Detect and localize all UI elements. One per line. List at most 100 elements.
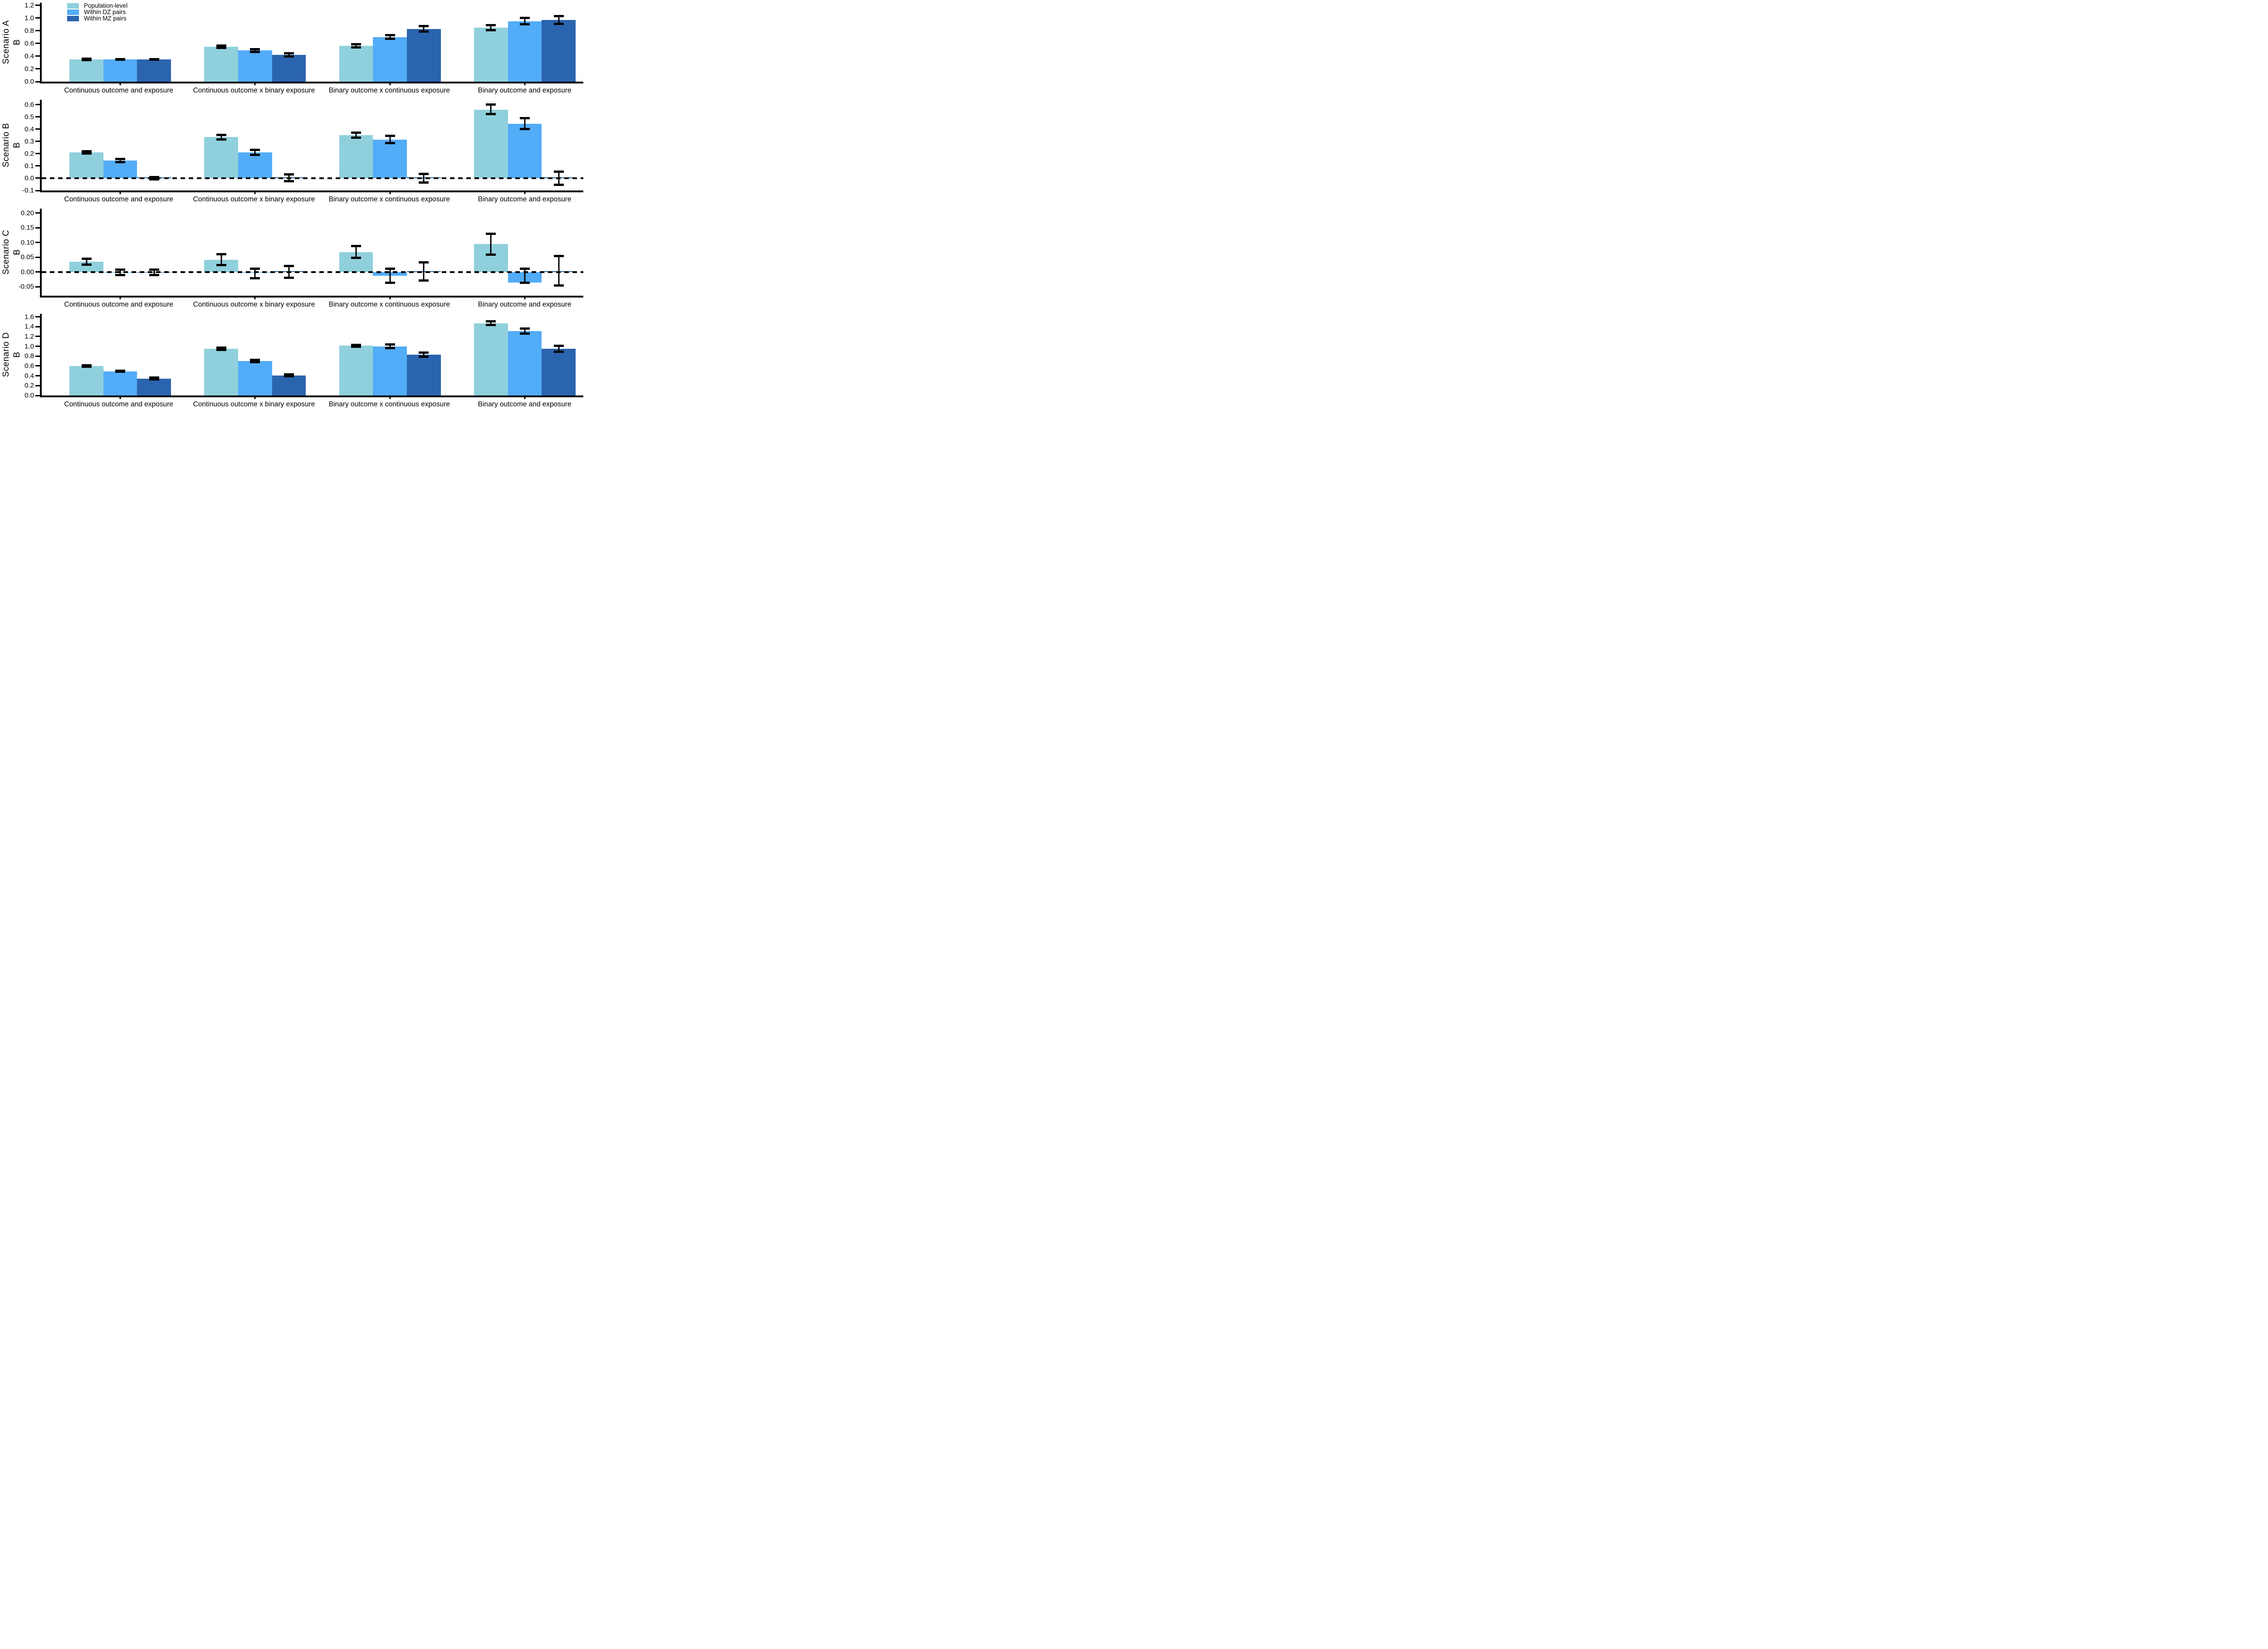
category-label: Continuous outcome x binary exposure: [193, 400, 315, 408]
bar-within-dz-pairs: [373, 37, 407, 82]
y-tick-label: 0.6: [24, 39, 34, 48]
x-tick-mark: [119, 296, 121, 299]
bar-within-mz-pairs: [272, 375, 306, 395]
y-tick-label: 0.4: [24, 125, 34, 133]
error-bar-cap-bottom: [520, 281, 530, 284]
error-bar-cap-top: [385, 268, 395, 270]
bar-population-level: [204, 348, 239, 395]
bar-within-dz-pairs: [373, 346, 407, 395]
figure: Scenario A B 0.0 0.2 0.4 0.6 0.8 1.0 1.2 Populati…: [0, 0, 587, 413]
y-tick-mark: [35, 385, 40, 386]
error-bar-cap-bottom: [419, 355, 429, 358]
error-bar-cap-top: [351, 245, 362, 248]
error-bar-line: [558, 16, 560, 24]
y-tick-mark: [35, 355, 40, 357]
error-bar-cap-top: [284, 264, 294, 267]
y-axis-ticks: -0.05 0.00 0.05 0.10 0.15 0.20: [19, 209, 40, 296]
error-bar-cap-top: [553, 15, 564, 17]
plot-area: Population-level Within DZ pairs Within MZ…: [40, 3, 583, 85]
error-bar-cap-bottom: [81, 152, 92, 155]
error-bar-cap-bottom: [520, 128, 530, 131]
error-bar-cap-top: [81, 258, 92, 260]
y-tick-label: 0.10: [20, 239, 34, 247]
y-tick-label: 0.2: [24, 381, 34, 390]
category-label: Binary outcome and exposure: [478, 195, 572, 203]
y-tick-label: 1.4: [24, 322, 34, 331]
category-label: Continuous outcome and exposure: [64, 301, 173, 308]
error-bar-cap-bottom: [216, 348, 226, 351]
y-tick-label: 0.3: [24, 137, 34, 146]
y-tick-label: 1.0: [24, 14, 34, 22]
y-tick-mark: [35, 256, 40, 258]
error-bar-line: [153, 269, 155, 275]
error-bar-line: [254, 150, 256, 155]
y-tick-mark: [35, 190, 40, 191]
x-tick-mark: [389, 82, 391, 85]
error-bar-line: [490, 104, 492, 114]
error-bar-cap-top: [284, 173, 294, 176]
bar-population-level: [339, 46, 373, 82]
error-bar-cap-bottom: [149, 178, 159, 181]
error-bar-cap-top: [486, 103, 496, 106]
y-tick-mark: [35, 5, 40, 6]
error-bar-cap-bottom: [486, 254, 496, 256]
error-bar-cap-top: [553, 254, 564, 257]
error-bar-line: [288, 174, 290, 181]
y-tick-label: 0.2: [24, 150, 34, 158]
error-bar-cap-bottom: [351, 137, 362, 139]
error-bar-cap-bottom: [419, 30, 429, 33]
error-bar-cap-bottom: [385, 281, 395, 284]
y-tick-mark: [35, 43, 40, 44]
x-tick-mark: [119, 82, 121, 85]
bar-within-dz-pairs: [508, 21, 542, 82]
error-bar-line: [355, 132, 357, 138]
zero-reference-line: [42, 177, 583, 179]
bar-within-dz-pairs: [103, 160, 137, 178]
y-tick-mark: [35, 316, 40, 317]
error-bar-cap-bottom: [149, 273, 159, 276]
category-label: Binary outcome x continuous exposure: [328, 400, 450, 408]
bar-within-dz-pairs: [103, 59, 137, 82]
error-bar-cap-top: [351, 132, 362, 134]
y-tick-mark: [35, 346, 40, 347]
bar-population-level: [69, 262, 103, 272]
error-bar-cap-top: [419, 261, 429, 263]
error-bar-cap-top: [385, 135, 395, 137]
error-bar-cap-top: [351, 343, 362, 346]
bar-within-mz-pairs: [542, 20, 576, 82]
error-bar-line: [119, 269, 121, 275]
bar-population-level: [204, 137, 239, 178]
error-bar-cap-top: [216, 44, 226, 47]
error-bar-cap-top: [486, 232, 496, 235]
bar-within-dz-pairs: [103, 371, 137, 395]
y-axis-label-column: B: [12, 3, 22, 82]
y-tick-mark: [35, 177, 40, 179]
error-bar-cap-bottom: [115, 161, 126, 163]
error-bar-cap-top: [250, 149, 260, 151]
y-tick-label: 0.00: [20, 268, 34, 276]
error-bar-cap-bottom: [486, 112, 496, 115]
error-bar-cap-bottom: [351, 256, 362, 259]
error-bar-cap-bottom: [216, 47, 226, 49]
error-bar-cap-bottom: [149, 59, 159, 61]
bar-population-level: [339, 135, 373, 178]
y-axis-label-column: B: [12, 314, 22, 395]
panel-scenario-b: Scenario B B -0.1 0.0 0.1 0.2 0.3 0.4 0.5 0.6: [0, 100, 587, 194]
error-bar-cap-bottom: [520, 23, 530, 26]
error-bar-cap-bottom: [284, 276, 294, 279]
legend: Population-level Within DZ pairs Within MZ…: [67, 3, 127, 22]
error-bar-line: [86, 259, 87, 264]
plot-area: [40, 100, 583, 194]
y-tick-label: 0.6: [24, 101, 34, 109]
y-axis-label: B: [12, 142, 22, 148]
panel-title: Scenario A: [1, 20, 11, 64]
category-axis: Continuous outcome and exposure Continuou…: [40, 83, 583, 99]
error-bar-line: [220, 254, 222, 265]
error-bar-cap-top: [385, 34, 395, 37]
error-bar-cap-bottom: [284, 375, 294, 378]
y-tick-label: 0.8: [24, 27, 34, 35]
y-tick-label: 0.05: [20, 253, 34, 261]
category-label: Continuous outcome and exposure: [64, 400, 173, 408]
bar-within-mz-pairs: [137, 378, 171, 395]
error-bar-cap-bottom: [385, 38, 395, 40]
